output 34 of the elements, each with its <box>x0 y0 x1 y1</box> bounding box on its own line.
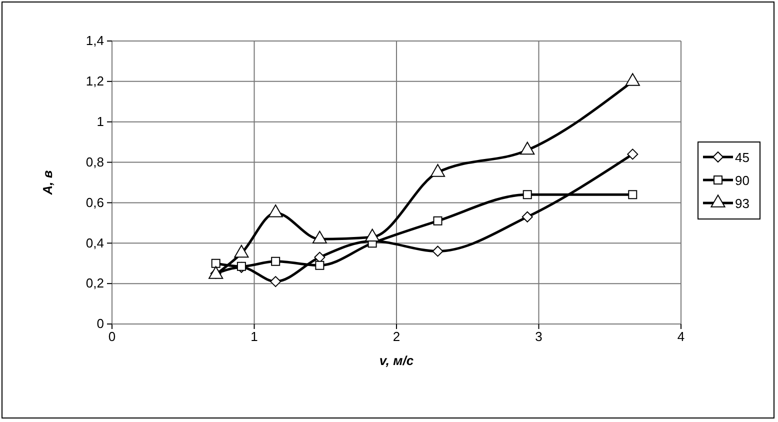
y-tick-label: 0,4 <box>86 235 104 250</box>
x-axis-title: v, м/с <box>379 353 414 368</box>
point <box>268 204 283 218</box>
legend-label: 90 <box>735 173 750 188</box>
point <box>628 190 638 200</box>
point <box>270 276 282 288</box>
x-tick-label: 3 <box>535 329 542 344</box>
y-tick-label: 0,8 <box>86 154 104 170</box>
point <box>522 190 532 200</box>
point <box>432 246 444 257</box>
y-tick-label: 1,4 <box>86 33 104 48</box>
y-axis-title: A, в <box>40 170 55 196</box>
x-tick-label: 2 <box>392 329 400 344</box>
x-tick-label: 4 <box>677 329 685 344</box>
y-tick-label: 0,2 <box>86 276 104 291</box>
point <box>211 258 220 268</box>
legend-label: 93 <box>735 196 750 211</box>
point <box>627 148 638 160</box>
point <box>315 260 324 270</box>
y-tick-label: 1,2 <box>86 74 104 89</box>
point <box>236 262 246 271</box>
point <box>430 164 446 177</box>
x-tick-label: 0 <box>108 329 116 344</box>
point <box>433 216 442 226</box>
point <box>522 211 533 222</box>
y-tick-label: 1 <box>96 114 104 130</box>
y-tick-label: 0 <box>96 316 104 332</box>
point <box>520 142 535 155</box>
x-tick-label: 1 <box>250 329 258 344</box>
point <box>625 73 640 86</box>
point <box>365 228 380 242</box>
point <box>271 256 280 266</box>
legend-label: 45 <box>735 150 750 165</box>
y-tick-label: 0,6 <box>86 194 104 210</box>
